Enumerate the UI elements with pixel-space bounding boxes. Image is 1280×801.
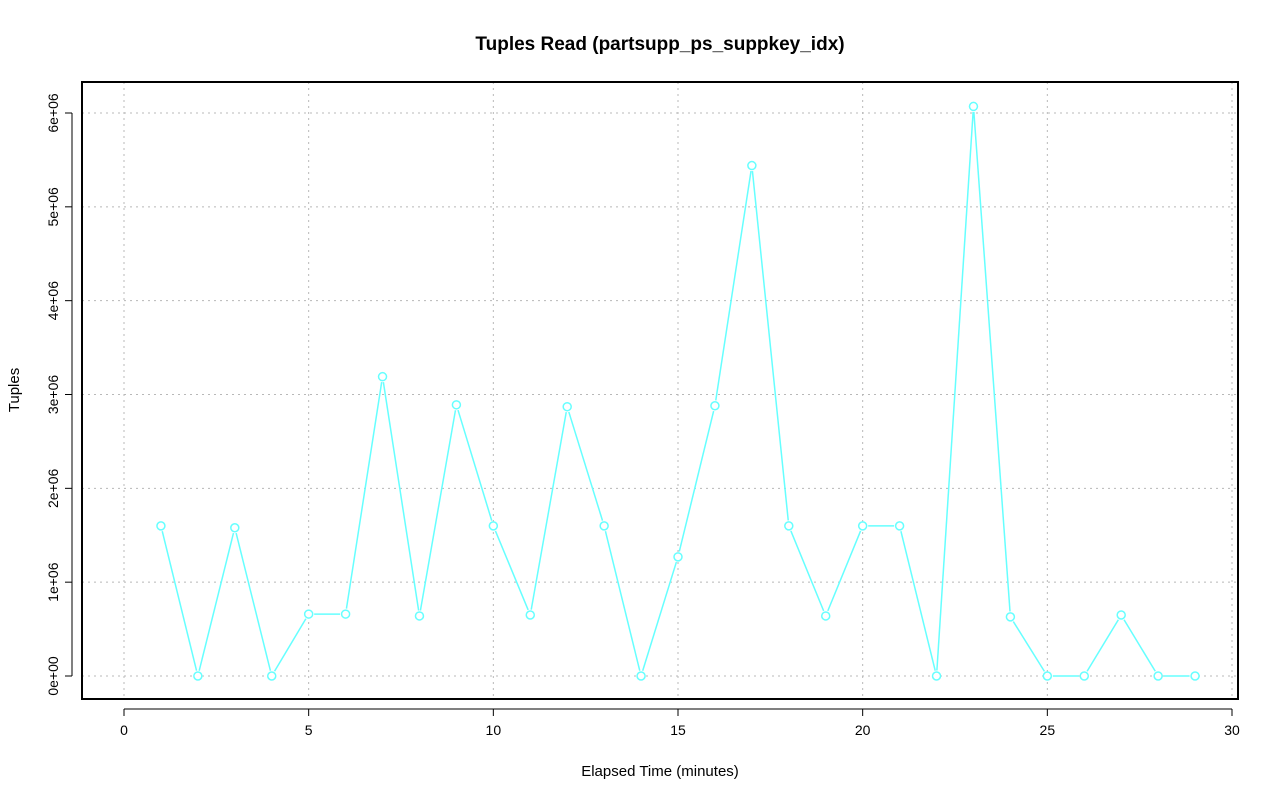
data-point — [1005, 612, 1016, 622]
data-point — [340, 609, 351, 619]
series-line-segment — [900, 531, 936, 671]
grid — [82, 82, 1238, 699]
data-point — [303, 609, 314, 619]
series-line-segment — [530, 411, 567, 610]
plot-frame — [81, 81, 1239, 700]
data-point — [266, 671, 277, 681]
data-point — [377, 371, 388, 382]
y-tick-label: 1e+06 — [45, 562, 61, 602]
data-point — [747, 160, 757, 171]
series-line-segment — [641, 561, 678, 671]
data-point — [1153, 671, 1163, 681]
series-line-segment — [568, 411, 604, 521]
series-line-segment — [715, 170, 752, 401]
data-point — [894, 521, 905, 531]
x-tick-label: 25 — [1040, 722, 1056, 738]
data-point — [1079, 671, 1090, 681]
series-line-segment — [382, 381, 420, 611]
data-point — [1190, 671, 1200, 681]
series-line-segment — [678, 410, 715, 552]
series-line-segment — [419, 410, 457, 611]
x-tick-label: 15 — [670, 722, 686, 738]
data-point — [931, 671, 942, 681]
series-line-segment — [457, 409, 493, 521]
series-line-segment — [827, 530, 862, 612]
y-tick-label: 2e+06 — [45, 468, 61, 508]
y-tick-label: 5e+06 — [45, 187, 61, 227]
data-point — [599, 521, 609, 531]
data-point — [673, 552, 683, 562]
x-axis: 0 5 10 15 20 25 30 — [120, 708, 1240, 738]
series-line-segment — [161, 531, 198, 671]
y-tick-label: 3e+06 — [45, 375, 61, 415]
data-point — [488, 521, 499, 531]
y-axis: 0e+00 1e+06 2e+06 3e+06 4e+06 5e+06 6e+06 — [45, 93, 73, 696]
y-tick-label: 6e+06 — [45, 93, 61, 133]
x-tick-label: 30 — [1224, 722, 1240, 738]
data-point — [710, 401, 720, 411]
data-point — [451, 400, 462, 410]
y-tick-label: 4e+06 — [45, 281, 61, 321]
data-point — [1116, 610, 1126, 620]
data-point — [230, 522, 240, 533]
data-point — [414, 611, 425, 621]
series-line-segment — [494, 530, 529, 611]
series-line-segment — [1123, 619, 1156, 672]
series-line-segment — [198, 532, 235, 671]
series-line-segment — [1086, 619, 1119, 672]
chart-title: Tuples Read (partsupp_ps_suppkey_idx) — [475, 34, 844, 55]
data-point — [857, 521, 868, 531]
series-line-segment — [1012, 621, 1046, 672]
x-tick-label: 10 — [486, 722, 502, 738]
series-line-segment — [235, 532, 272, 671]
series-line-segment — [936, 111, 974, 671]
data-point — [193, 671, 203, 681]
y-tick-label: 0e+00 — [45, 656, 61, 696]
data-point — [820, 611, 831, 621]
data-point — [562, 401, 572, 412]
data-point — [1042, 671, 1053, 681]
x-tick-label: 20 — [855, 722, 871, 738]
series-line-segment — [604, 531, 641, 671]
x-axis-label: Elapsed Time (minutes) — [581, 763, 739, 780]
data-point — [784, 521, 794, 531]
series-line-segment — [751, 170, 789, 521]
data-point — [525, 610, 536, 620]
series-line-segment — [345, 381, 383, 609]
series-line-segment — [790, 530, 825, 612]
series-line-segment — [273, 618, 307, 672]
x-tick-label: 5 — [305, 722, 313, 738]
data-point — [156, 521, 166, 531]
data-point — [968, 101, 979, 112]
series-tuples — [156, 101, 1200, 681]
series-line-segment — [973, 111, 1011, 612]
data-point — [636, 671, 646, 681]
y-axis-label: Tuples — [6, 368, 23, 412]
x-tick-label: 0 — [120, 722, 128, 738]
